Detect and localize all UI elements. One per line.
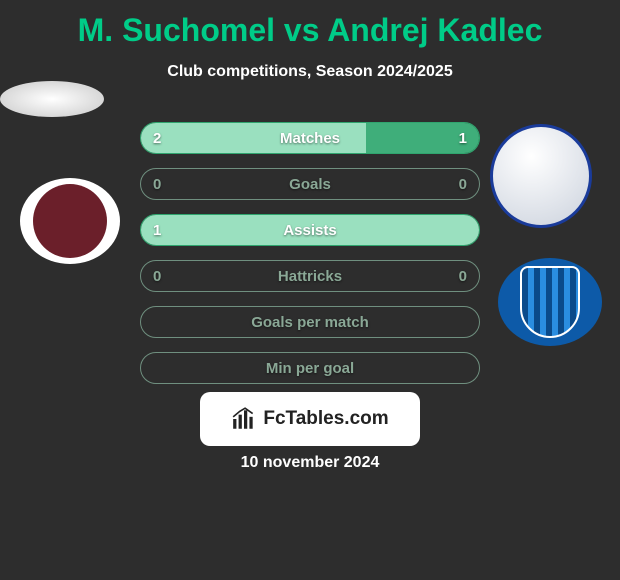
subtitle: Club competitions, Season 2024/2025	[0, 63, 620, 81]
bar-value-right: 0	[459, 261, 467, 291]
chart-icon	[231, 406, 257, 432]
bar-label: Hattricks	[141, 261, 479, 291]
bar-value-left: 0	[153, 261, 161, 291]
player-right-avatar	[490, 124, 592, 228]
stat-row-matches: Matches2 1	[140, 122, 480, 154]
bar-value-left: 2	[153, 123, 161, 153]
stat-row-hattricks: Hattricks0 0	[140, 260, 480, 292]
stat-row-goals: Goals0 0	[140, 168, 480, 200]
bar-label: Goals	[141, 169, 479, 199]
bar-value-left: 1	[153, 215, 161, 245]
stat-row-min-per-goal: Min per goal	[140, 352, 480, 384]
bar-value-right: 0	[459, 169, 467, 199]
bar-label: Assists	[141, 215, 479, 245]
branding-badge: FcTables.com	[200, 392, 420, 446]
date-text: 10 november 2024	[0, 454, 620, 472]
branding-text: FcTables.com	[263, 408, 388, 430]
player-left-avatar	[0, 81, 104, 117]
club-left-crest	[20, 178, 120, 264]
bar-value-left: 0	[153, 169, 161, 199]
fkmb-badge-icon	[520, 266, 580, 338]
bar-label: Min per goal	[141, 353, 479, 383]
sparta-badge-icon	[33, 184, 107, 258]
page-title: M. Suchomel vs Andrej Kadlec	[0, 0, 620, 49]
stat-row-assists: Assists1	[140, 214, 480, 246]
stat-row-goals-per-match: Goals per match	[140, 306, 480, 338]
bar-label: Matches	[141, 123, 479, 153]
bar-value-right: 1	[459, 123, 467, 153]
club-right-crest	[498, 258, 602, 346]
comparison-bars: Matches21Goals00Assists1Hattricks00Goals…	[140, 122, 480, 398]
bar-label: Goals per match	[141, 307, 479, 337]
